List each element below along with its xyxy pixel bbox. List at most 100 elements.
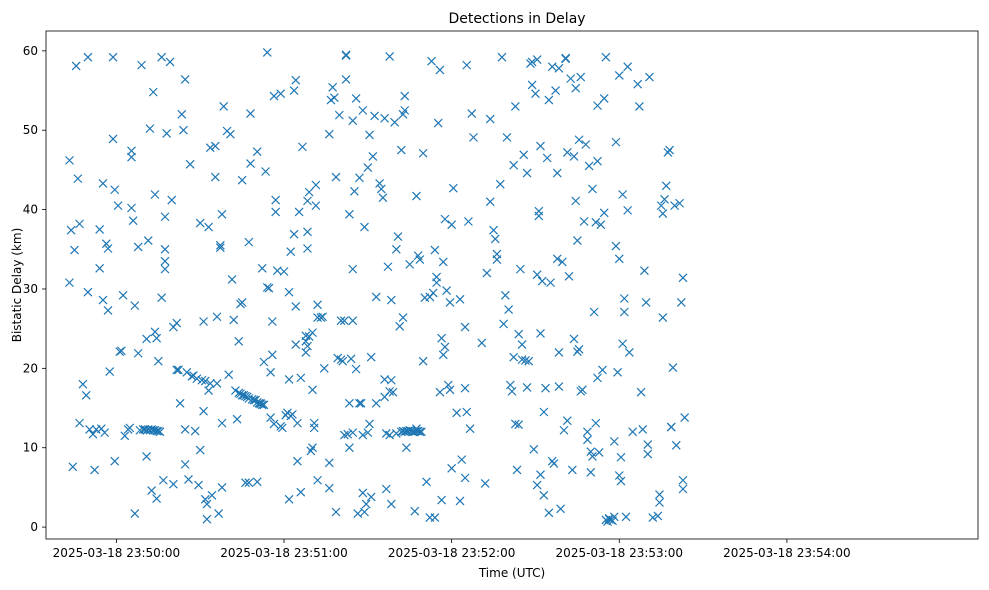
data-point (670, 201, 680, 211)
data-point (576, 72, 586, 82)
data-point (148, 87, 158, 97)
data-point (519, 150, 529, 160)
data-point (130, 509, 140, 519)
x-tick-label: 2025-03-18 23:50:00 (53, 546, 180, 560)
data-point (645, 72, 654, 82)
data-point (385, 430, 395, 440)
x-axis-label: Time (UTC) (478, 566, 545, 580)
data-point (162, 128, 172, 138)
data-point (591, 217, 601, 227)
data-point (517, 340, 527, 349)
data-point (244, 237, 254, 247)
data-point (271, 195, 281, 205)
data-point (460, 383, 470, 393)
data-point (308, 443, 317, 453)
axes-frame (45, 30, 979, 540)
data-point (510, 101, 520, 111)
data-point (385, 386, 395, 396)
data-point (492, 255, 502, 265)
data-point (301, 348, 311, 357)
data-point (616, 452, 626, 462)
data-point (658, 209, 668, 218)
data-point (584, 161, 594, 171)
data-point (477, 338, 487, 348)
data-point (168, 479, 178, 489)
data-point (370, 111, 379, 121)
data-point (366, 352, 376, 362)
data-point (214, 509, 224, 519)
data-point (277, 423, 287, 433)
data-point (215, 240, 225, 250)
data-point (666, 422, 676, 432)
data-point (564, 271, 574, 281)
data-point (366, 492, 376, 502)
data-point (495, 179, 505, 189)
data-point (355, 173, 364, 183)
data-point (177, 109, 187, 119)
data-point (594, 448, 604, 457)
data-point (554, 382, 564, 392)
data-point (81, 390, 91, 400)
data-point (619, 294, 629, 303)
data-point (152, 333, 162, 343)
data-point (152, 494, 162, 503)
data-point (145, 124, 155, 134)
data-point (460, 473, 470, 483)
data-point (303, 244, 312, 253)
data-point (534, 206, 544, 216)
data-point (445, 298, 455, 307)
data-point (298, 142, 307, 152)
data-point (150, 190, 160, 199)
data-point (200, 494, 210, 504)
data-point (422, 477, 431, 487)
data-point (365, 130, 374, 140)
data-point (147, 486, 157, 496)
data-point (655, 498, 664, 507)
data-point (197, 375, 207, 385)
data-point (200, 376, 210, 386)
data-point (536, 141, 545, 151)
data-point (120, 431, 130, 441)
data-point (554, 348, 564, 357)
data-point (360, 222, 369, 232)
data-point (532, 270, 542, 280)
data-point (678, 273, 688, 283)
data-point (262, 48, 272, 57)
data-point (147, 425, 157, 434)
data-point (348, 428, 358, 438)
data-point (386, 375, 396, 385)
data-point (313, 475, 322, 485)
data-point (546, 278, 555, 288)
data-point (448, 183, 458, 193)
data-point (544, 508, 554, 518)
data-point (182, 367, 192, 377)
data-point (509, 352, 519, 362)
data-point (266, 413, 276, 422)
data-point (158, 475, 168, 485)
data-point (415, 255, 425, 265)
data-point (142, 452, 152, 461)
data-point (153, 356, 163, 366)
data-point (541, 383, 550, 393)
data-point (262, 282, 272, 292)
data-point (160, 212, 170, 222)
data-point (661, 181, 671, 191)
data-point (71, 61, 81, 71)
data-point (199, 406, 208, 416)
data-point (244, 394, 254, 403)
data-point (430, 245, 440, 255)
data-point (639, 266, 649, 276)
y-tick-label: 0 (30, 520, 38, 534)
data-point (125, 423, 135, 433)
y-tick-label: 40 (23, 203, 38, 217)
data-point (328, 82, 338, 92)
data-point (204, 386, 214, 395)
data-point (489, 225, 498, 235)
data-point (350, 186, 359, 196)
data-point (539, 490, 549, 500)
data-point (355, 398, 364, 408)
data-point (569, 151, 579, 161)
data-point (215, 243, 225, 253)
data-point (579, 217, 589, 226)
data-point (596, 220, 606, 230)
